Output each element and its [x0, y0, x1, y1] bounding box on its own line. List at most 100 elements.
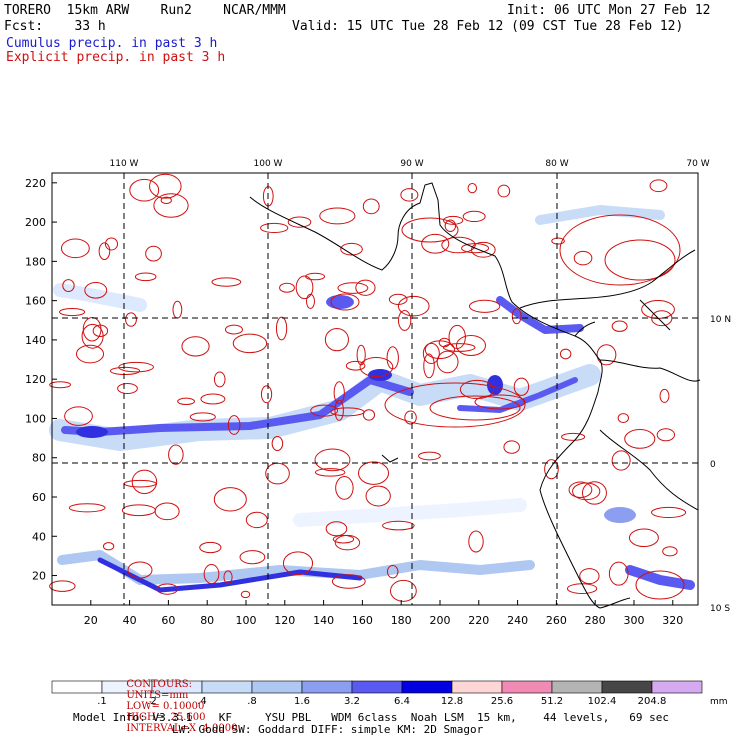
precip-band	[496, 296, 584, 334]
precip-contour	[314, 468, 346, 477]
precip-contour	[390, 579, 417, 602]
precip-blob	[487, 375, 503, 395]
colorbar-swatch	[501, 680, 553, 694]
precip-contour	[656, 428, 676, 442]
precip-contour	[153, 193, 189, 218]
precip-contour	[287, 216, 312, 228]
precip-contour	[325, 521, 348, 537]
precip-contour	[357, 461, 390, 485]
colorbar-swatch	[51, 680, 103, 694]
precip-contour	[386, 565, 399, 579]
precip-contour	[224, 324, 243, 335]
colorbar-level: 204.8	[638, 696, 667, 707]
colorbar-level: 1.6	[294, 696, 310, 707]
precip-blob	[326, 295, 354, 309]
lat-label: 0	[710, 460, 716, 470]
precip-contour	[624, 429, 656, 449]
contours-high: HIGH= 25.600	[126, 712, 206, 723]
precip-contour	[131, 469, 158, 494]
y-tick-label: 140	[25, 334, 46, 347]
precip-contour	[213, 371, 226, 388]
precip-contour	[60, 238, 90, 259]
x-tick-label: 60	[161, 614, 175, 627]
precip-contour	[332, 534, 355, 544]
precip-contour	[59, 307, 86, 317]
x-tick-label: 280	[585, 614, 606, 627]
precip-contour	[421, 233, 450, 254]
colorbar-swatch	[451, 680, 503, 694]
precip-contour	[68, 503, 106, 513]
precip-contour	[608, 561, 629, 586]
y-axis: 20 40 60 80 100 120 140 160 180 200 220	[25, 177, 57, 583]
precip-contour	[337, 282, 369, 294]
precip-contour	[160, 196, 172, 205]
precip-contour	[365, 485, 391, 507]
y-tick-label: 60	[32, 491, 46, 504]
colorbar-swatch	[251, 680, 303, 694]
precip-contour	[335, 476, 354, 500]
precip-band	[97, 557, 363, 593]
precip-contour	[121, 504, 156, 517]
precip-contour	[271, 435, 284, 452]
precip-contour	[436, 350, 459, 374]
precip-contour	[64, 406, 93, 426]
colorbar-swatch	[351, 680, 403, 694]
precip-contour	[362, 409, 376, 421]
precip-contour	[401, 217, 459, 243]
precip-contour	[649, 179, 668, 193]
precip-contour	[172, 300, 183, 319]
precip-contour	[442, 215, 464, 225]
precip-blob	[76, 426, 108, 438]
colorbar-swatch	[551, 680, 603, 694]
y-tick-label: 220	[25, 177, 46, 190]
precip-contour	[181, 336, 210, 357]
contours-low: LOW= 0.10000	[126, 701, 205, 712]
precip-contour	[200, 393, 226, 405]
colorbar-level: 51.2	[541, 696, 563, 707]
init-time: Init: 06 UTC Mon 27 Feb 12	[507, 3, 711, 18]
precip-contour	[448, 324, 466, 349]
precip-contour	[223, 570, 233, 584]
y-tick-label: 120	[25, 373, 46, 386]
precip-contour	[189, 412, 216, 422]
precip-contour	[442, 343, 476, 352]
precip-contour	[168, 444, 184, 465]
x-tick-label: 160	[352, 614, 373, 627]
colorbar-level: .1	[97, 696, 107, 707]
precip-contour	[84, 281, 108, 299]
colorbar-level: .4	[197, 696, 207, 707]
coastline	[249, 182, 701, 609]
colorbar-swatch	[601, 680, 653, 694]
precip-contour	[319, 207, 356, 225]
precip-contour	[49, 381, 72, 389]
precip-contour	[635, 570, 685, 600]
precip-contour	[617, 413, 629, 424]
x-tick-label: 100	[235, 614, 256, 627]
precip-band	[57, 550, 535, 585]
precip-contour	[651, 506, 687, 519]
precip-contour	[429, 395, 521, 421]
lat-label: 10 S	[710, 604, 730, 614]
plot-frame	[51, 172, 699, 606]
cumulus-precip-label: Cumulus precip. in past 3 h	[6, 36, 218, 51]
precip-contour	[355, 279, 376, 296]
precip-contour	[333, 381, 345, 405]
x-tick-label: 320	[662, 614, 683, 627]
precip-contour	[404, 410, 417, 425]
precip-contour	[109, 366, 141, 376]
precip-contour	[497, 184, 511, 198]
precip-contour	[211, 277, 242, 287]
lon-label: 110 W	[110, 159, 139, 169]
colorbar-level: .8	[247, 696, 257, 707]
x-tick-label: 200	[429, 614, 450, 627]
valid-time: Valid: 15 UTC Tue 28 Feb 12 (09 CST Tue …	[292, 19, 684, 34]
precip-contour	[324, 327, 349, 352]
precip-contour	[559, 214, 681, 286]
precip-contour	[275, 316, 288, 341]
precip-contour	[199, 541, 222, 554]
precip-contour	[559, 348, 572, 360]
precip-contour	[467, 183, 478, 194]
precip-band	[535, 205, 665, 225]
x-tick-label: 180	[391, 614, 412, 627]
precip-contour	[330, 293, 360, 311]
